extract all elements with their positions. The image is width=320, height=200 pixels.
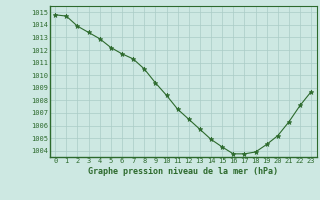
X-axis label: Graphe pression niveau de la mer (hPa): Graphe pression niveau de la mer (hPa) (88, 167, 278, 176)
